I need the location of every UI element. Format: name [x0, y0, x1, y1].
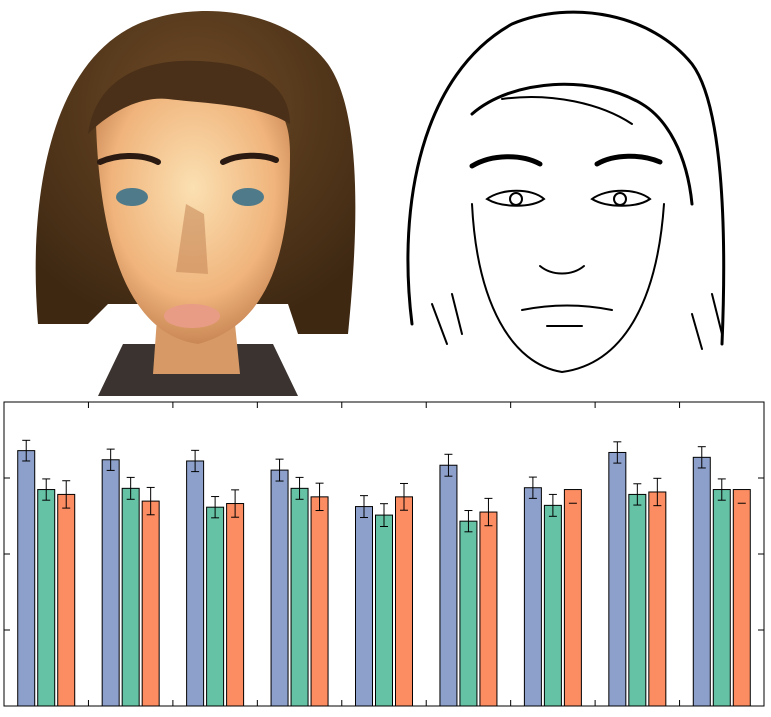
bar — [121, 487, 140, 707]
bar — [628, 493, 647, 707]
bar — [648, 491, 667, 707]
bar — [17, 450, 36, 707]
bar — [37, 489, 56, 707]
bar — [375, 514, 393, 707]
bar — [186, 460, 205, 707]
bar — [270, 469, 289, 707]
bar — [712, 489, 731, 707]
bar — [563, 489, 582, 707]
bar — [459, 520, 478, 707]
bar — [439, 464, 458, 707]
bar — [226, 503, 245, 707]
bar — [141, 500, 160, 707]
bar — [543, 504, 562, 707]
bar — [692, 456, 711, 707]
bar — [523, 487, 542, 707]
bar — [479, 511, 498, 707]
bar — [206, 506, 225, 707]
line-sketch-portrait-icon — [392, 4, 752, 396]
bar — [355, 506, 373, 707]
bar — [310, 496, 329, 707]
bar-chart — [0, 398, 771, 717]
bar — [290, 487, 309, 707]
bar — [608, 451, 627, 707]
bar — [395, 496, 413, 707]
bar — [101, 459, 120, 707]
painted-face-portrait-icon — [28, 4, 368, 396]
bar — [57, 493, 76, 707]
bar — [732, 489, 751, 707]
